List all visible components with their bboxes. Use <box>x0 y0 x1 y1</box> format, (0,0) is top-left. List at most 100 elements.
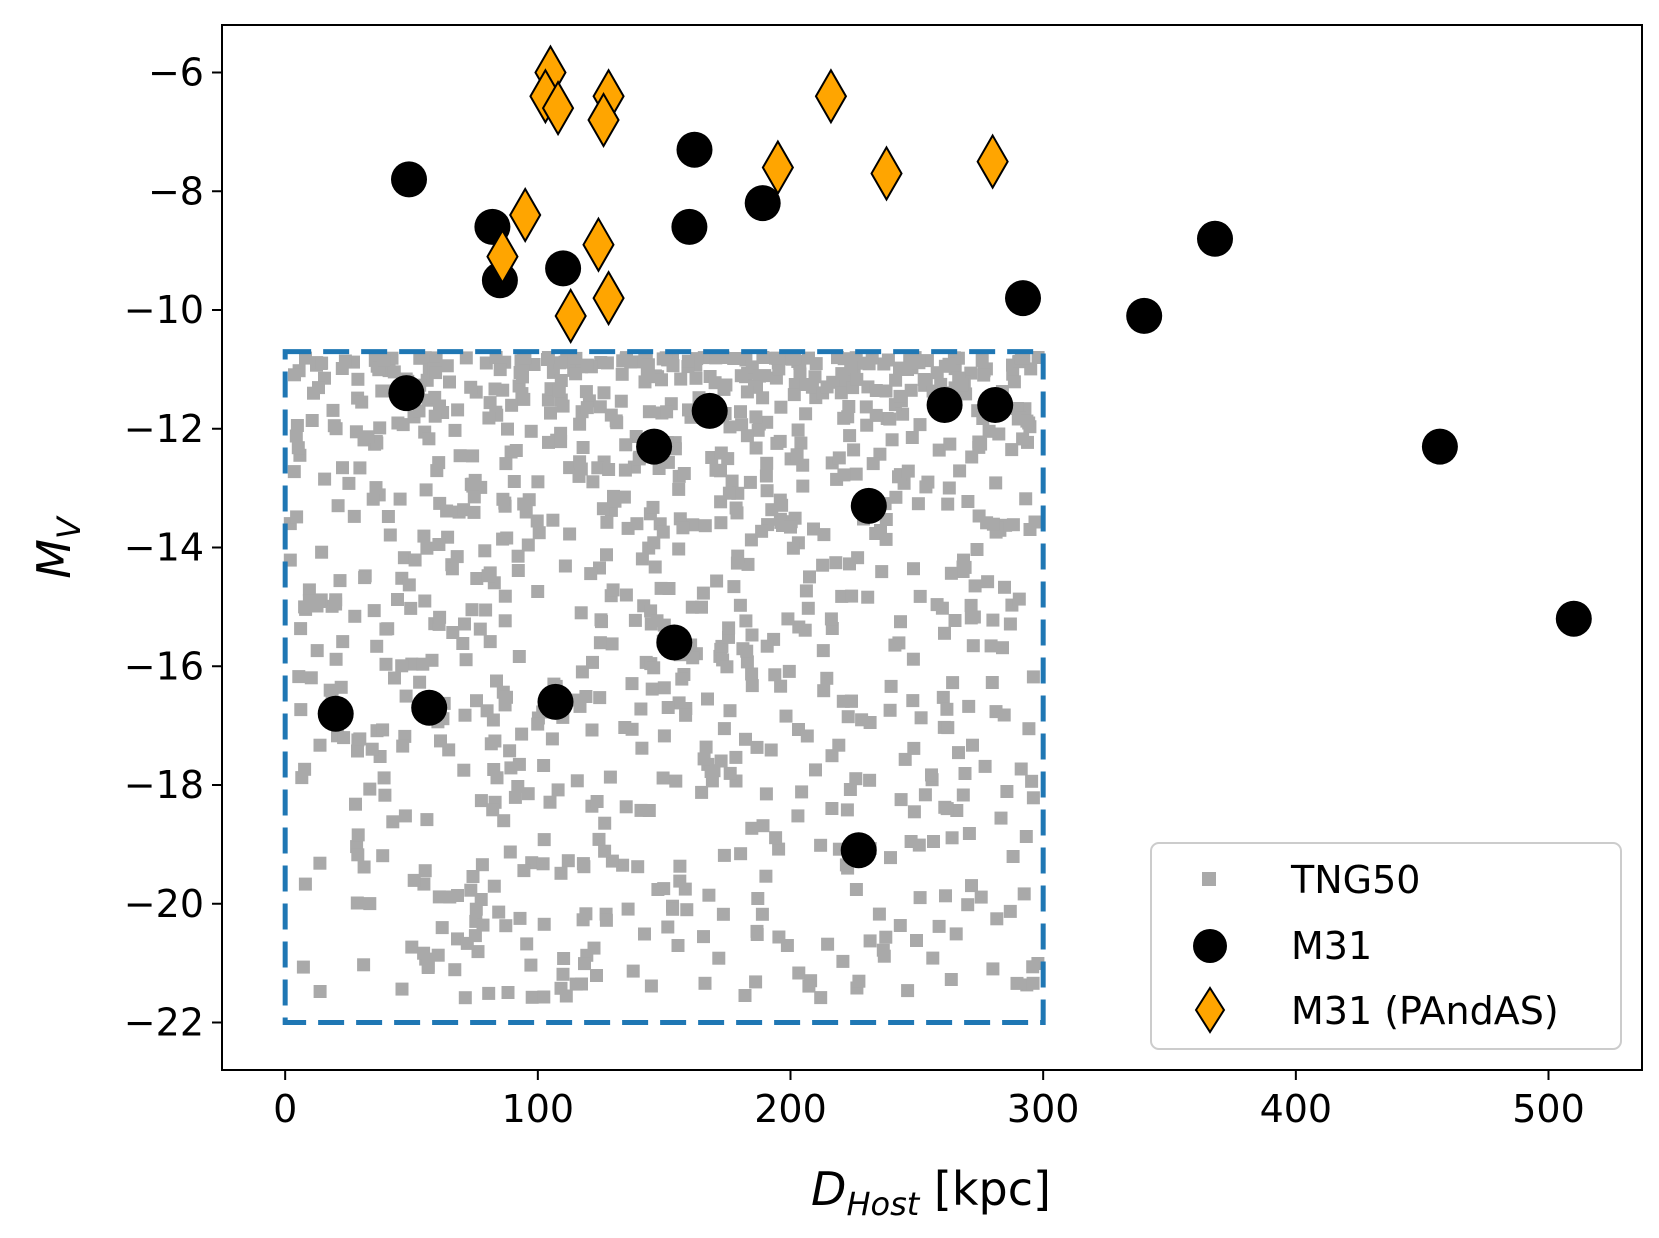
tng50-point <box>635 552 649 566</box>
tng50-point <box>671 939 685 952</box>
tng50-point <box>686 651 700 665</box>
tng50-point <box>661 920 675 934</box>
tng50-point <box>850 372 864 386</box>
tng50-point <box>669 774 683 788</box>
tng50-point <box>772 842 786 856</box>
m31-pandas-point <box>554 287 587 344</box>
tng50-point <box>585 723 599 737</box>
tng50-point <box>837 411 851 425</box>
tng50-point <box>672 482 686 496</box>
tng50-point <box>443 375 456 389</box>
tng50-point <box>831 351 844 365</box>
tng50-point <box>989 476 1003 490</box>
tng50-point <box>338 354 352 368</box>
tng50-point <box>875 565 889 579</box>
tng50-point <box>470 694 483 708</box>
tng50-point <box>493 363 507 377</box>
selection-box-rect <box>282 349 1046 1025</box>
tng50-point <box>740 655 754 669</box>
tng50-point <box>673 874 687 888</box>
tng50-point <box>710 574 724 588</box>
tng50-point <box>451 932 464 946</box>
tng50-point <box>373 421 387 435</box>
tng50-point <box>537 759 551 772</box>
tng50-point <box>569 351 583 365</box>
tng50-point <box>499 457 513 471</box>
tng50-point <box>825 749 839 763</box>
tng50-point <box>650 614 664 628</box>
tng50-point <box>682 403 695 417</box>
tng50-point <box>820 380 834 394</box>
y-tick-label: −12 <box>124 407 204 451</box>
tng50-point <box>376 849 390 863</box>
tng50-point <box>432 538 446 551</box>
y-tick-label: −8 <box>148 169 204 213</box>
y-tick-label: −22 <box>124 1001 204 1045</box>
tng50-point <box>796 458 810 472</box>
tng50-point <box>487 879 501 893</box>
tng50-point <box>967 610 981 624</box>
tng50-point <box>517 864 531 878</box>
tng50-point <box>353 461 367 475</box>
tng50-point <box>445 562 459 576</box>
tng50-point <box>740 644 754 658</box>
tng50-point <box>751 892 765 905</box>
tng50-point <box>413 675 427 689</box>
tng50-point <box>457 503 471 517</box>
tng50-point <box>893 919 907 932</box>
tng50-point <box>333 574 347 588</box>
tng50-point <box>573 455 587 469</box>
tng50-point <box>774 679 788 693</box>
tng50-point <box>291 441 305 455</box>
x-tick-label: 100 <box>502 1087 575 1131</box>
tng50-point <box>431 948 445 962</box>
tng50-point <box>799 584 813 598</box>
tng50-point <box>879 930 893 944</box>
tng50-point <box>467 490 481 504</box>
tng50-point <box>913 891 927 905</box>
tng50-point <box>298 877 312 891</box>
legend-pandas-label: M31 (PAndAS) <box>1291 989 1559 1033</box>
tng50-point <box>1010 976 1024 990</box>
tng50-point <box>457 763 471 777</box>
tng50-point <box>722 621 736 635</box>
tng50-point <box>524 958 538 972</box>
tng50-point <box>814 991 828 1005</box>
tng50-point <box>625 677 639 691</box>
tng50-point <box>590 795 604 808</box>
tng50-point <box>432 456 446 470</box>
tng50-point <box>759 787 773 801</box>
tng50-point <box>326 403 340 417</box>
m31-pandas-point <box>976 133 1009 190</box>
tng50-point <box>877 357 891 371</box>
tng50-point <box>901 984 915 998</box>
tng50-point <box>859 400 873 414</box>
m31-point <box>1005 280 1041 317</box>
tng50-point <box>525 990 539 1004</box>
tng50-point <box>836 954 850 968</box>
tng50-point <box>760 484 774 498</box>
tng50-point <box>662 582 676 595</box>
tng50-point <box>312 381 325 395</box>
tng50-point <box>398 809 412 823</box>
tng50-point <box>600 356 614 370</box>
tng50-point <box>482 986 496 1000</box>
tng50-point <box>927 835 940 848</box>
tng50-point <box>829 556 843 570</box>
tng50-point <box>569 367 583 381</box>
tng50-point <box>435 921 449 935</box>
tng50-point <box>503 744 517 758</box>
tng50-point <box>512 650 526 663</box>
legend-m31-marker <box>1193 929 1227 963</box>
tng50-point <box>459 653 473 667</box>
tng50-point <box>298 762 312 776</box>
tng50-point <box>492 905 506 919</box>
tng50-point <box>517 392 531 406</box>
tng50-point <box>782 664 796 678</box>
tng50-point <box>575 977 588 991</box>
tng50-point <box>1026 976 1040 990</box>
tng50-point <box>606 583 620 597</box>
tng50-point <box>986 517 1000 531</box>
tng50-point <box>745 667 759 681</box>
tng50-point <box>474 893 488 906</box>
